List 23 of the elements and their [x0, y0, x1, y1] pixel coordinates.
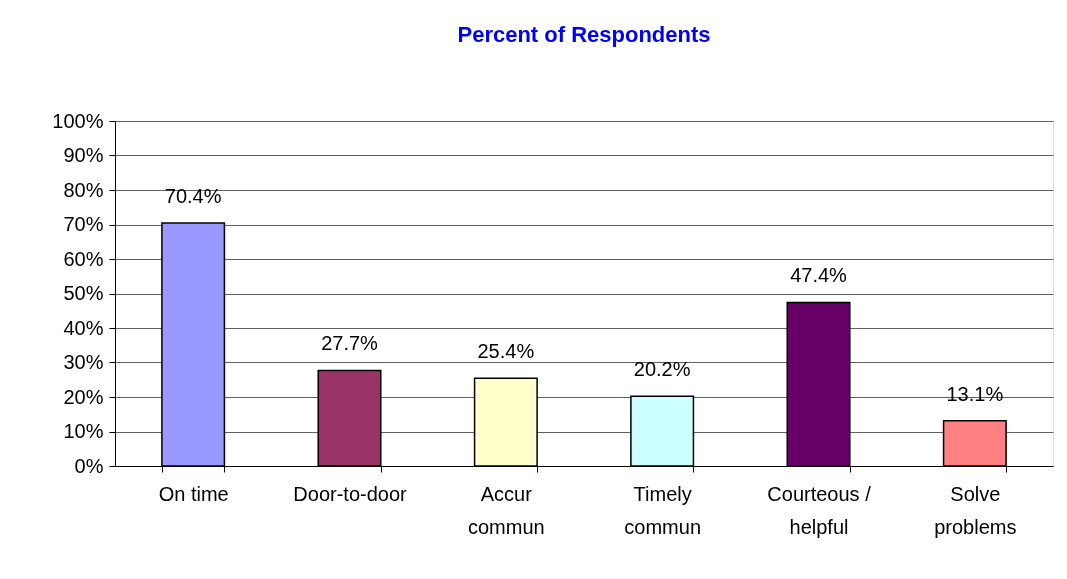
y-tick-label: 40%	[63, 316, 104, 339]
chart-title: Percent of Respondents	[457, 22, 711, 47]
y-tick-label: 10%	[63, 420, 104, 442]
x-tick-label: Door-to-door	[293, 482, 408, 505]
x-tick-label: Timely commun	[624, 482, 702, 538]
y-tick-label: 50%	[63, 282, 104, 304]
x-tick-label: Solve problems	[934, 482, 1017, 538]
data-label: 27.7%	[321, 332, 379, 355]
y-tick-label: 70%	[63, 213, 104, 235]
x-tick-label: Courteous / helpful	[767, 482, 872, 538]
data-label: 20.2%	[633, 358, 691, 381]
y-tick-label: 80%	[63, 178, 104, 201]
y-tick-label: 90%	[63, 144, 104, 166]
y-tick-label: 60%	[63, 247, 104, 270]
y-tick-label: 0%	[74, 454, 104, 477]
data-label: 70.4%	[164, 185, 222, 208]
data-label: 47.4%	[790, 264, 848, 287]
x-tick-label: On time	[158, 482, 229, 505]
y-tick-label: 20%	[63, 385, 104, 408]
data-label: 25.4%	[477, 340, 535, 363]
y-tick-label: 30%	[63, 351, 104, 373]
x-tick-label: Accur commun	[467, 482, 545, 538]
y-tick-label: 100%	[52, 109, 104, 132]
